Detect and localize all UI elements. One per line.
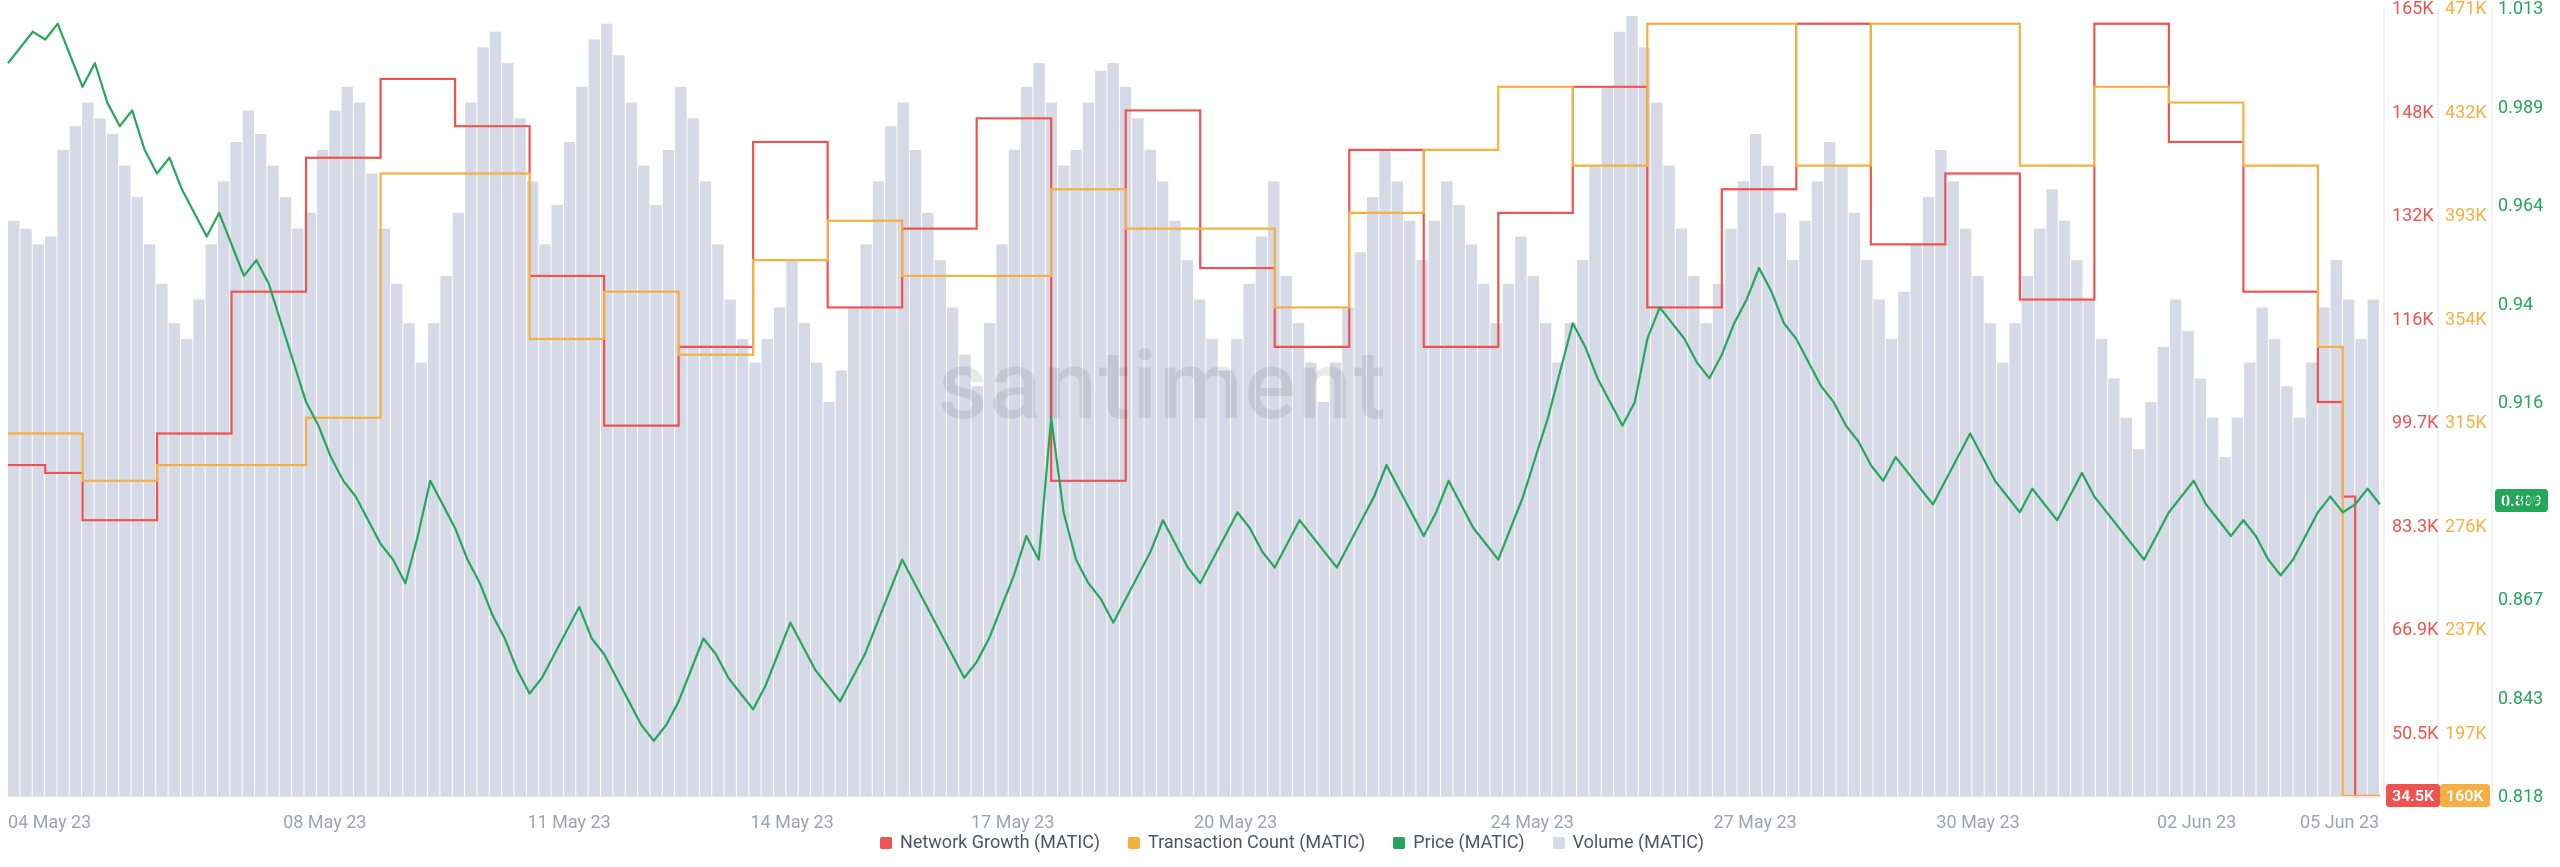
y-tick-label: 393K <box>2445 205 2487 226</box>
y-tick-label: 0.989 <box>2498 97 2543 118</box>
series-volume <box>8 16 2379 796</box>
y-tick-label: 83.3K <box>2392 516 2438 537</box>
legend-swatch <box>1393 837 1405 849</box>
y-tick-label: 165K <box>2392 0 2434 19</box>
x-tick-label: 02 Jun 23 <box>2157 812 2236 833</box>
y-tick-label: 0.889 <box>2498 491 2543 512</box>
y-tick-label: 132K <box>2392 205 2434 226</box>
axis-badge: 34.5K <box>2386 784 2440 807</box>
y-tick-label: 0.916 <box>2498 392 2543 413</box>
y-tick-label: 99.7K <box>2392 412 2438 433</box>
y-tick-label: 148K <box>2392 102 2434 123</box>
legend-item: Network Growth (MATIC) <box>880 832 1100 853</box>
y-tick-label: 315K <box>2445 412 2487 433</box>
legend-swatch <box>880 837 892 849</box>
x-tick-label: 20 May 23 <box>1194 812 1277 833</box>
x-tick-label: 17 May 23 <box>971 812 1054 833</box>
y-tick-label: 237K <box>2445 619 2487 640</box>
x-tick-label: 05 Jun 23 <box>2300 812 2379 833</box>
y-tick-label: 276K <box>2445 516 2487 537</box>
y-tick-label: 432K <box>2445 102 2487 123</box>
y-tick-label: 0.867 <box>2498 589 2543 610</box>
legend-swatch <box>1553 837 1565 849</box>
x-tick-label: 08 May 23 <box>283 812 366 833</box>
x-tick-label: 14 May 23 <box>750 812 833 833</box>
legend-swatch <box>1128 837 1140 849</box>
y-tick-label: 50.5K <box>2392 723 2438 744</box>
y-tick-label: 471K <box>2445 0 2487 19</box>
y-tick-label: 0.94 <box>2498 294 2533 315</box>
x-tick-label: 11 May 23 <box>527 812 610 833</box>
y-tick-label: 0.843 <box>2498 688 2543 709</box>
y-tick-label: 197K <box>2445 723 2487 744</box>
y-tick-label: 1.013 <box>2498 0 2543 19</box>
y-tick-label: 0.964 <box>2498 195 2543 216</box>
x-tick-label: 24 May 23 <box>1491 812 1574 833</box>
x-tick-label: 04 May 23 <box>8 812 91 833</box>
y-tick-label: 354K <box>2445 309 2487 330</box>
legend-item: Volume (MATIC) <box>1553 832 1704 853</box>
x-tick-label: 30 May 23 <box>1936 812 2019 833</box>
legend-item: Price (MATIC) <box>1393 832 1524 853</box>
y-tick-label: 66.9K <box>2392 619 2438 640</box>
chart-svg <box>0 0 2560 867</box>
legend-item: Transaction Count (MATIC) <box>1128 832 1365 853</box>
y-tick-label: 116K <box>2392 309 2434 330</box>
y-tick-label: 0.818 <box>2498 786 2543 807</box>
axis-badge: 160K <box>2440 784 2490 807</box>
chart-root: santiment 34.5K160K0.889 04 May 2308 May… <box>0 0 2560 867</box>
legend: Network Growth (MATIC) Transaction Count … <box>880 832 1704 853</box>
x-tick-label: 27 May 23 <box>1713 812 1796 833</box>
